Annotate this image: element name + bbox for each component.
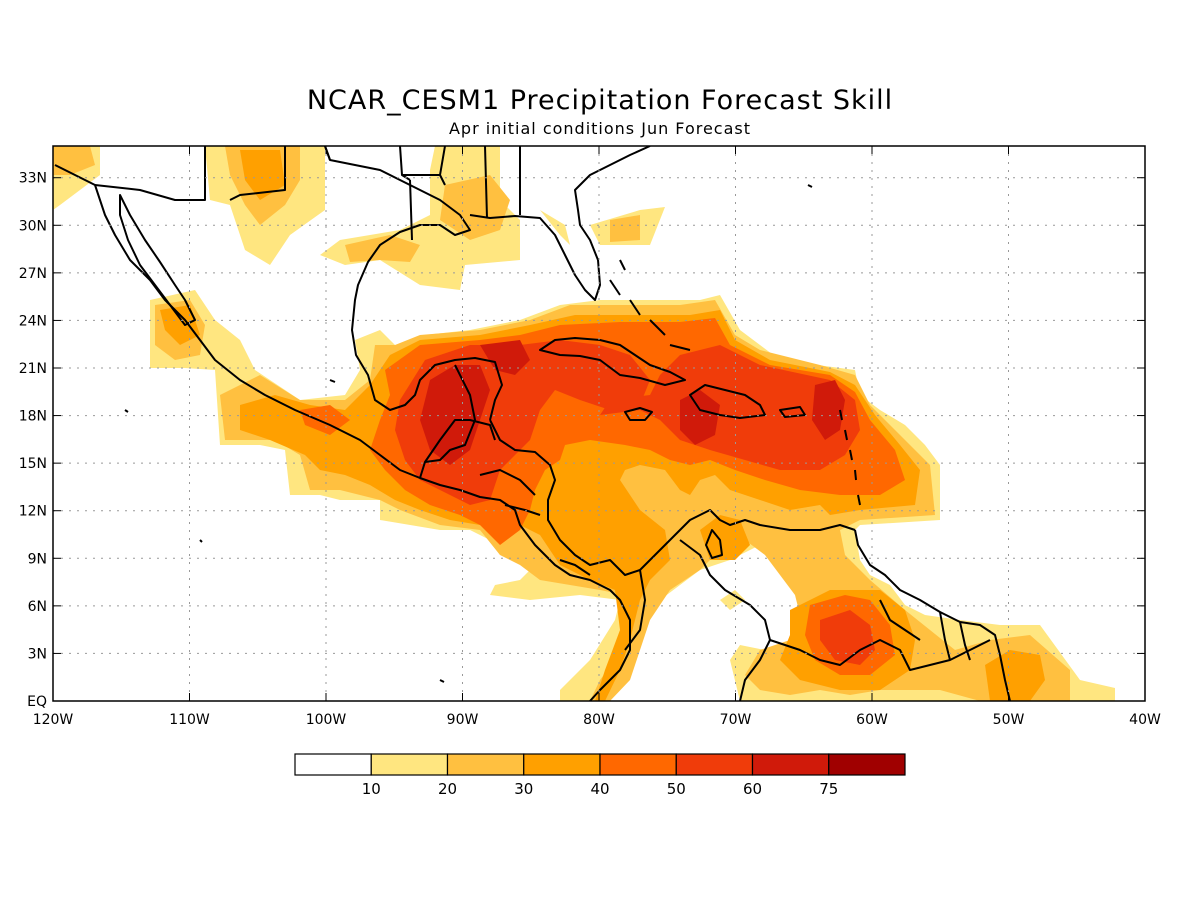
guianas-borders <box>939 611 971 661</box>
colorbar-swatch <box>751 753 830 776</box>
colorbar-swatch <box>828 753 906 776</box>
us-state-lines <box>402 146 521 241</box>
colorbar-swatch <box>370 753 449 776</box>
colorbar: 10 20 30 40 50 60 75 <box>294 753 906 798</box>
skill-level-60-75 <box>420 340 845 465</box>
lon-tick-label: 90W <box>447 712 479 728</box>
colorbar-label: 75 <box>819 780 838 798</box>
colorbar-swatch <box>446 753 525 776</box>
lon-tick-label: 100W <box>306 712 347 728</box>
lat-tick-label: 24N <box>19 313 47 329</box>
colorbar-label: 10 <box>362 780 381 798</box>
lon-tick-label: 40W <box>1129 712 1161 728</box>
central-america-caribbean-coast <box>489 419 856 576</box>
lon-tick-label: 80W <box>583 712 615 728</box>
chart-title: NCAR_CESM1 Precipitation Forecast Skill <box>306 85 894 116</box>
skill-shading <box>53 146 1115 701</box>
colorbar-swatch <box>675 753 754 776</box>
central-america-borders <box>479 469 591 576</box>
lat-tick-label: EQ <box>27 694 47 710</box>
lat-tick-label: 27N <box>19 266 47 282</box>
chart-subtitle: Apr initial conditions Jun Forecast <box>448 119 752 138</box>
lat-tick-label: 9N <box>28 551 47 567</box>
colorbar-label: 50 <box>667 780 686 798</box>
small-islands <box>124 184 813 683</box>
colorbar-label: 40 <box>590 780 609 798</box>
lat-tick-label: 18N <box>19 409 47 425</box>
colorbar-label: 60 <box>743 780 762 798</box>
cuba-coast <box>539 337 686 386</box>
jamaica-coast <box>624 407 653 421</box>
lat-tick-label: 3N <box>28 646 47 662</box>
lat-tick-label: 15N <box>19 456 47 472</box>
axes: 120W 110W 100W 90W 80W 70W 60W 50W 40W EQ 3N 6N 9N 12… <box>19 146 1161 728</box>
venezuela-borders <box>769 599 991 671</box>
colombia-border <box>624 539 771 701</box>
lon-tick-label: 120W <box>33 712 74 728</box>
lake-maracaibo <box>705 529 723 559</box>
colorbar-swatch <box>294 753 372 776</box>
lon-tick-label: 60W <box>856 712 888 728</box>
bahamas-islands <box>609 259 691 351</box>
lesser-antilles <box>839 409 861 506</box>
florida-coast <box>469 146 651 301</box>
lat-tick-label: 33N <box>19 171 47 187</box>
yucatan-border <box>424 364 476 463</box>
gulf-of-mexico-coast <box>324 146 503 421</box>
colorbar-swatch <box>523 753 601 776</box>
lon-tick-label: 110W <box>169 712 210 728</box>
puerto-rico-coast <box>779 406 806 418</box>
gridlines <box>53 146 1145 701</box>
lon-tick-label: 50W <box>993 712 1025 728</box>
guatemala-border <box>419 419 496 479</box>
lon-tick-label: 70W <box>720 712 752 728</box>
colorbar-label: 20 <box>438 780 457 798</box>
us-mexico-border <box>94 146 411 201</box>
hispaniola-coast <box>689 384 766 419</box>
colorbar-swatch <box>599 753 677 776</box>
coastlines <box>54 146 1011 701</box>
lat-tick-label: 12N <box>19 504 47 520</box>
lat-tick-label: 30N <box>19 218 47 234</box>
colorbar-label: 30 <box>514 780 533 798</box>
lat-tick-label: 6N <box>28 599 47 615</box>
lat-tick-label: 21N <box>19 361 47 377</box>
